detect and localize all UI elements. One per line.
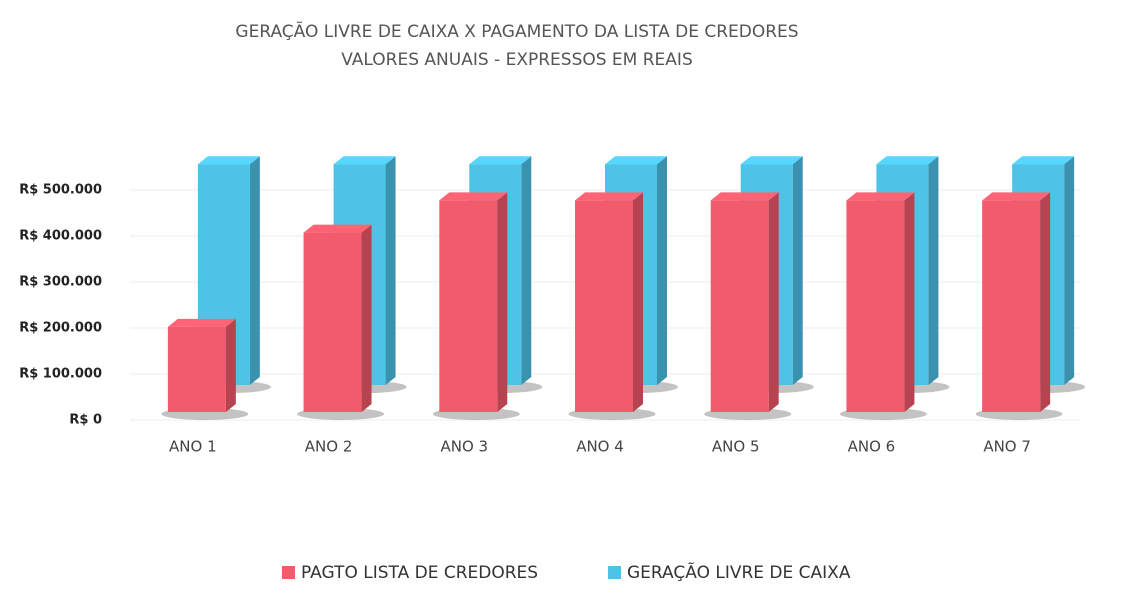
- bar-side: [633, 192, 643, 412]
- bar: [303, 232, 362, 412]
- bar-side: [1064, 156, 1075, 385]
- y-tick-label: R$ 0: [69, 413, 102, 428]
- bar-top: [982, 192, 1051, 201]
- bar-side: [904, 192, 915, 412]
- y-tick-label: R$ 200.000: [19, 321, 102, 336]
- bar-top: [439, 192, 508, 201]
- x-tick-label: ANO 1: [169, 438, 217, 456]
- bar-top: [710, 192, 779, 201]
- bar-side: [928, 156, 939, 385]
- bar-side: [768, 192, 779, 412]
- x-tick-label: ANO 7: [983, 438, 1031, 456]
- bar: [167, 326, 226, 412]
- bar: [575, 200, 633, 412]
- chart-subtitle: VALORES ANUAIS - EXPRESSOS EM REAIS: [341, 50, 692, 70]
- legend-swatch: [282, 566, 295, 579]
- bar-side: [1040, 192, 1051, 412]
- legend-label: PAGTO LISTA DE CREDORES: [301, 563, 538, 583]
- bar-top: [303, 224, 372, 233]
- bar-side: [385, 156, 396, 385]
- x-tick-label: ANO 4: [576, 438, 624, 456]
- bar-side: [361, 224, 372, 412]
- bar-top: [167, 318, 236, 327]
- bar-side: [249, 156, 260, 385]
- bar-side: [225, 318, 236, 412]
- bar-top: [333, 156, 396, 165]
- bar-top: [846, 192, 915, 201]
- bar-top: [469, 156, 532, 165]
- x-tick-label: ANO 5: [712, 438, 760, 456]
- y-tick-label: R$ 400.000: [19, 229, 102, 244]
- legend-label: GERAÇÃO LIVRE DE CAIXA: [627, 561, 851, 583]
- bar: [710, 200, 769, 412]
- x-tick-label: ANO 2: [305, 438, 353, 456]
- y-tick-label: R$ 300.000: [19, 275, 102, 290]
- y-tick-label: R$ 100.000: [19, 367, 102, 382]
- bar: [846, 200, 905, 412]
- x-tick-label: ANO 6: [848, 438, 896, 456]
- bar-top: [197, 156, 260, 165]
- bar: [982, 200, 1041, 412]
- legend-swatch: [608, 566, 621, 579]
- bar-top: [1012, 156, 1075, 165]
- y-tick-label: R$ 500.000: [19, 183, 102, 198]
- bar-side: [521, 156, 532, 385]
- bar-top: [575, 192, 643, 201]
- x-tick-label: ANO 3: [440, 438, 488, 456]
- bar: [439, 200, 498, 412]
- bar-top: [605, 156, 667, 165]
- bar-side: [792, 156, 803, 385]
- chart-title: GERAÇÃO LIVRE DE CAIXA X PAGAMENTO DA LI…: [235, 20, 798, 42]
- bar-side: [657, 156, 667, 385]
- bar-side: [497, 192, 508, 412]
- bar-top: [876, 156, 939, 165]
- bar-top: [740, 156, 803, 165]
